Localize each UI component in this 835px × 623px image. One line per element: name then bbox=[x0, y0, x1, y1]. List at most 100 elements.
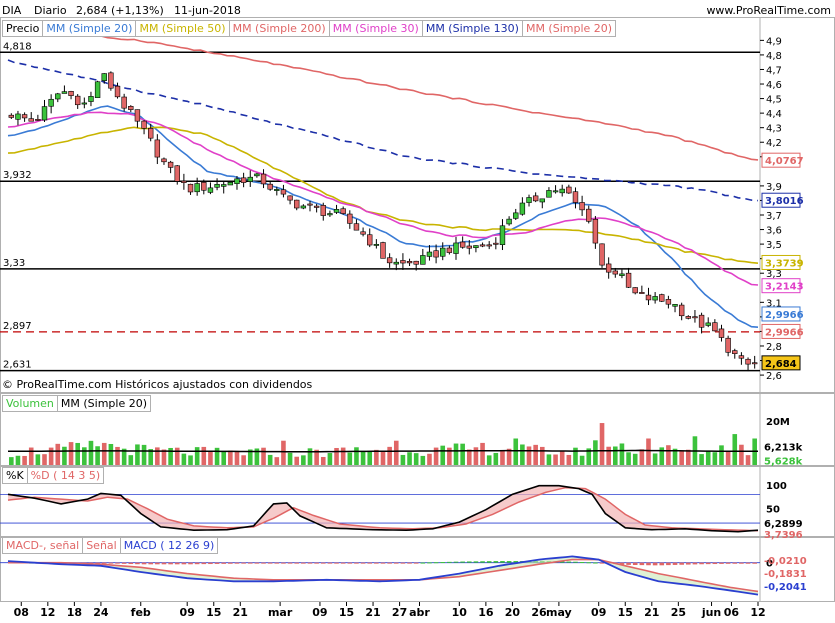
candle-body bbox=[712, 322, 718, 332]
volume-bar bbox=[141, 444, 147, 465]
macd-histogram-bar bbox=[686, 562, 691, 565]
x-tick-label: 16 bbox=[478, 606, 494, 619]
candle-body bbox=[732, 350, 738, 354]
candle-body bbox=[280, 189, 287, 195]
volume-bar bbox=[340, 447, 346, 465]
volume-bar bbox=[320, 456, 326, 465]
macd-histogram-bar bbox=[473, 561, 479, 563]
legend-ma30[interactable]: MM (Simple 30) bbox=[330, 21, 423, 36]
candle-body bbox=[108, 72, 114, 89]
price-tick-label: 3,7 bbox=[766, 211, 782, 222]
macd-histogram-bar bbox=[95, 562, 100, 564]
volume-bar bbox=[699, 454, 704, 465]
volume-bar bbox=[393, 440, 399, 465]
candle-body bbox=[347, 213, 353, 224]
volume-bar bbox=[613, 446, 618, 465]
x-tick-label: 18 bbox=[67, 606, 82, 619]
stochastic-k-line bbox=[7, 484, 759, 533]
macd-histogram-bar bbox=[247, 562, 253, 564]
volume-bar bbox=[513, 438, 519, 465]
volume-bar bbox=[68, 442, 74, 465]
candle-body bbox=[406, 261, 413, 264]
volume-bar bbox=[666, 445, 671, 465]
volume-bar bbox=[95, 446, 100, 465]
volume-bar bbox=[453, 443, 459, 465]
macd-histogram-group bbox=[9, 561, 757, 566]
volume-legend: Volumen MM (Simple 20) bbox=[2, 395, 152, 412]
candle-body bbox=[612, 270, 619, 275]
price-tick-label: 3,5 bbox=[766, 240, 782, 251]
legend-signal[interactable]: Señal bbox=[83, 538, 121, 553]
x-tick-label: 27 bbox=[392, 606, 407, 619]
candle-body bbox=[260, 173, 267, 185]
x-tick-label: 26 bbox=[531, 606, 547, 619]
volume-bar bbox=[705, 450, 711, 465]
candle-body bbox=[333, 209, 340, 213]
legend-d[interactable]: %D ( 14 3 5) bbox=[30, 469, 101, 482]
candle-body bbox=[479, 244, 486, 247]
legend-ma130[interactable]: MM (Simple 130) bbox=[423, 21, 523, 36]
candle-body bbox=[672, 304, 678, 307]
candle-body bbox=[201, 182, 207, 191]
legend-k[interactable]: %K bbox=[3, 468, 28, 483]
legend-price[interactable]: Precio bbox=[3, 21, 44, 36]
macd-histogram-bar bbox=[739, 562, 744, 564]
volume-bar bbox=[639, 449, 645, 465]
volume-bar bbox=[566, 454, 572, 465]
macd-histogram-bar bbox=[440, 562, 446, 564]
volume-bar bbox=[539, 446, 545, 465]
volume-bar bbox=[241, 455, 246, 465]
volume-bar bbox=[480, 442, 485, 465]
volume-bar bbox=[486, 455, 492, 465]
macd-histogram-bar bbox=[301, 562, 306, 564]
site-label[interactable]: www.ProRealTime.com bbox=[706, 4, 831, 17]
candle-body bbox=[68, 91, 74, 96]
volume-bar bbox=[327, 453, 333, 465]
volume-bar bbox=[686, 449, 691, 465]
candle-body bbox=[174, 165, 180, 182]
candle-body bbox=[74, 95, 81, 106]
legend-ma20-red[interactable]: MM (Simple 20) bbox=[525, 22, 613, 35]
volume-bar bbox=[380, 451, 386, 465]
volume-bar bbox=[201, 446, 207, 465]
macd-histogram-bar bbox=[188, 562, 193, 565]
legend-macd-signal[interactable]: MACD-, señal bbox=[3, 538, 84, 553]
legend-ma200[interactable]: MM (Simple 200) bbox=[230, 21, 330, 36]
legend-volume-ma[interactable]: MM (Simple 20) bbox=[60, 397, 148, 410]
x-tick-label: 12 bbox=[750, 606, 765, 619]
legend-ma20[interactable]: MM (Simple 20) bbox=[43, 21, 137, 36]
macd-histogram-bar bbox=[314, 562, 319, 564]
symbol-label: DIA bbox=[2, 4, 22, 17]
volume-bar bbox=[234, 450, 240, 465]
candle-body bbox=[586, 208, 592, 222]
price-tick-label: 2,6 bbox=[766, 371, 782, 382]
volume-bar bbox=[115, 446, 120, 465]
volume-bar bbox=[420, 455, 426, 465]
volume-bar bbox=[148, 449, 153, 465]
candle-body bbox=[61, 91, 68, 94]
candle-body bbox=[128, 106, 134, 110]
volume-bar bbox=[314, 449, 319, 465]
volume-bar bbox=[646, 438, 651, 465]
macd-histogram-bar bbox=[340, 562, 346, 564]
candle-body bbox=[141, 120, 147, 129]
volume-bar bbox=[553, 454, 558, 465]
candle-body bbox=[234, 178, 240, 184]
candle-body bbox=[294, 199, 300, 209]
legend-volume[interactable]: Volumen bbox=[3, 396, 58, 411]
volume-bar bbox=[619, 443, 625, 465]
macd-histogram-bar bbox=[221, 562, 227, 564]
x-tick-label: jun bbox=[701, 606, 721, 619]
stochastic-tick-label: 50 bbox=[766, 505, 780, 516]
stochastic-panel-frame bbox=[0, 466, 835, 537]
price-value-tag: 4,0767 bbox=[765, 156, 804, 167]
volume-bar bbox=[194, 447, 200, 465]
volume-bar bbox=[128, 455, 134, 465]
macd-histogram-bar bbox=[513, 561, 519, 563]
candle-body bbox=[426, 251, 433, 257]
legend-macd[interactable]: MACD ( 12 26 9) bbox=[123, 539, 215, 552]
macd-histogram-bar bbox=[632, 562, 638, 566]
candle-body bbox=[320, 205, 326, 216]
macd-histogram-bar bbox=[493, 561, 499, 563]
legend-ma50[interactable]: MM (Simple 50) bbox=[136, 21, 230, 36]
